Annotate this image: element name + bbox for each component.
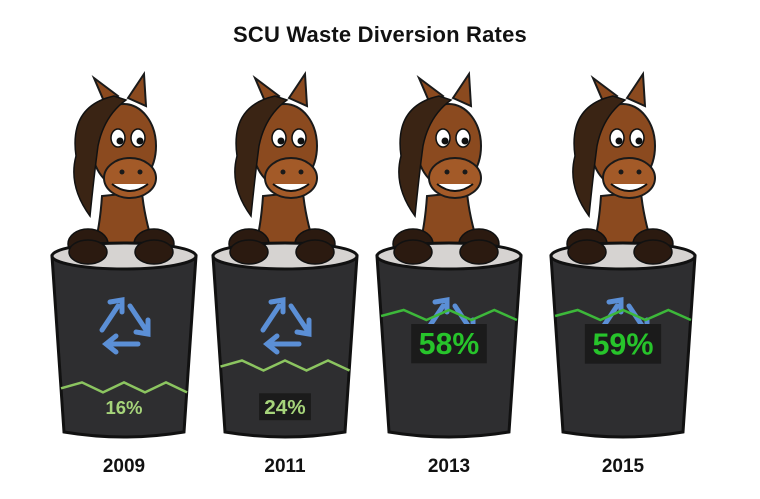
recycle-icon bbox=[260, 297, 312, 355]
horse-mascot-icon bbox=[67, 70, 175, 260]
waste-bin-bar-2013: 58% 2013 bbox=[375, 70, 523, 477]
percent-box-2011 bbox=[259, 393, 311, 421]
fill-level-line-2009 bbox=[60, 381, 188, 394]
year-label-2013: 2013 bbox=[428, 456, 470, 477]
fill-level-line-2011 bbox=[220, 359, 351, 372]
percent-label-2009: 16% bbox=[105, 397, 142, 418]
percent-label-2011: 24% bbox=[264, 396, 305, 419]
year-label-2011: 2011 bbox=[264, 456, 306, 477]
fill-level-line-2013 bbox=[380, 308, 518, 322]
horse-mascot-icon bbox=[566, 70, 674, 260]
fill-level-line-2015 bbox=[554, 308, 692, 322]
percent-label-2013: 58% bbox=[419, 328, 480, 361]
horse-mascot-icon bbox=[228, 70, 336, 260]
waste-bin-bar-2009: 16% 2009 bbox=[50, 70, 198, 477]
horse-mascot-icon bbox=[392, 70, 500, 260]
percent-box-2015 bbox=[584, 324, 662, 364]
year-label-2009: 2009 bbox=[103, 456, 145, 477]
chart-title: SCU Waste Diversion Rates bbox=[233, 22, 527, 47]
percent-label-2015: 59% bbox=[592, 328, 653, 362]
percent-box-2013 bbox=[411, 324, 487, 364]
recycle-icon bbox=[99, 297, 151, 355]
waste-bin-bar-2011: 24% 2011 bbox=[211, 70, 359, 477]
year-label-2015: 2015 bbox=[602, 456, 645, 477]
waste-bin-bar-2015: 59% 2015 bbox=[549, 70, 697, 477]
